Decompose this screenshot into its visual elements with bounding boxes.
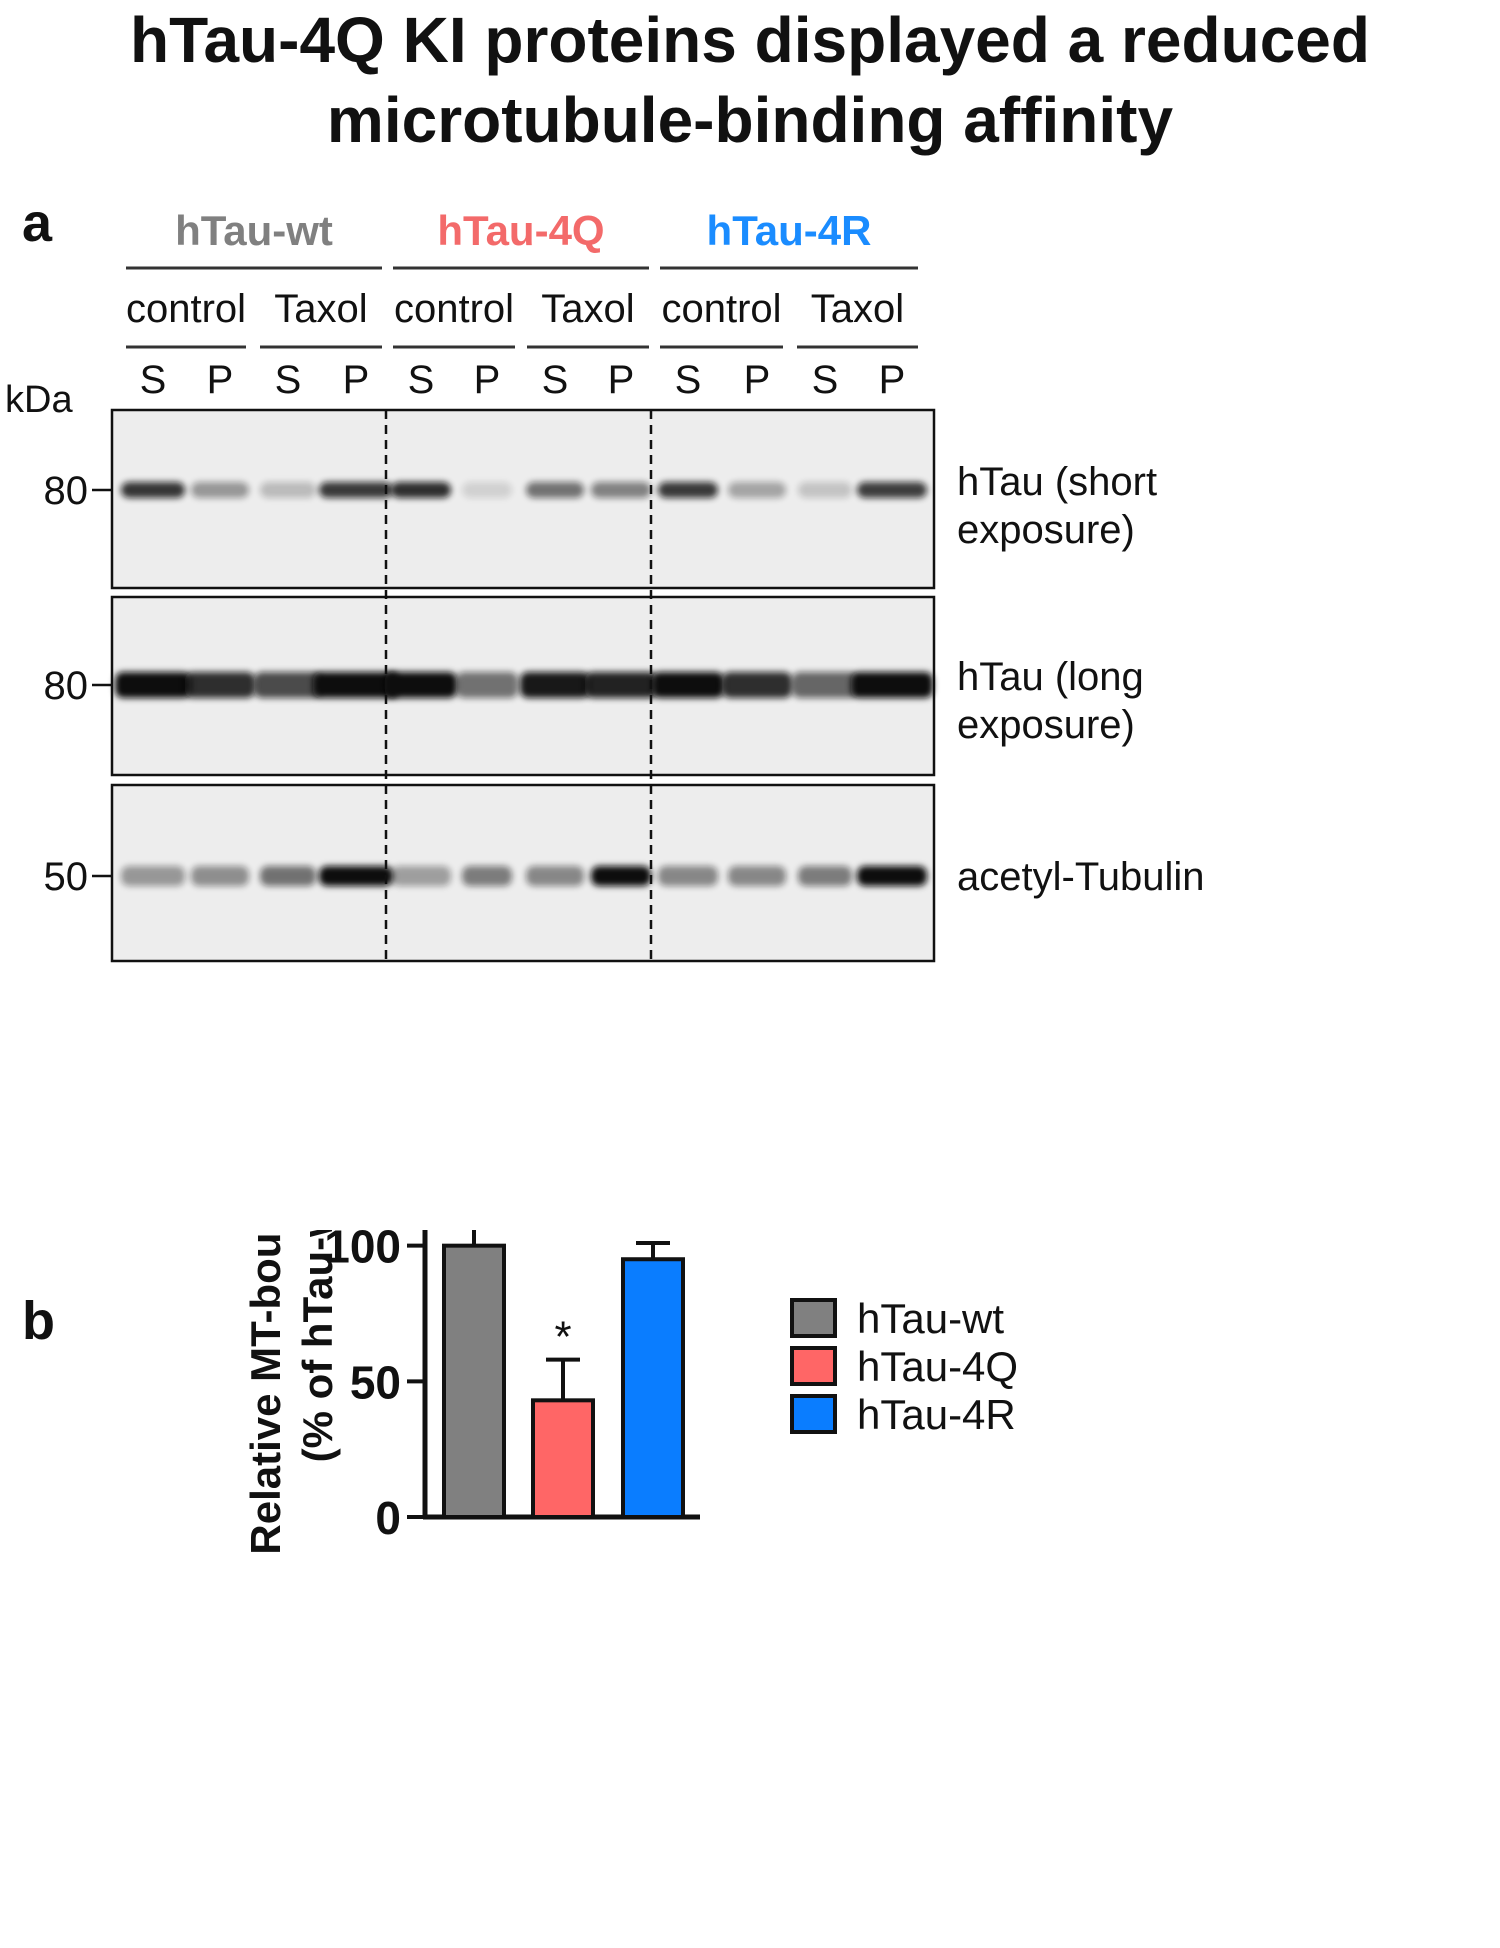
blot-band [462,482,512,498]
bar-chart: 050100150Relative MT-bound hTau(% of hTa… [242,1230,1018,1555]
blot-band [591,866,651,886]
molecular-weight-marker: 50 [44,855,89,899]
legend-label: hTau-4Q [857,1343,1018,1390]
blot-band [391,866,451,886]
blot-label-line2: exposure) [957,703,1135,747]
blot-band [115,672,191,698]
group-label-hTau-4Q: hTau-4Q [437,207,604,254]
blot-band [792,672,858,698]
blot-band [658,866,718,886]
blot-band [722,672,792,698]
panel-b-letter: b [22,1291,55,1351]
blot-band [520,672,590,698]
fraction-label: S [542,358,569,402]
fraction-label: P [207,358,234,402]
blot-label-line1: hTau (short [957,460,1157,504]
blot-band [728,866,786,886]
fraction-label: P [608,358,635,402]
legend-swatch [790,1298,837,1338]
y-tick-label: 100 [324,1230,401,1273]
fraction-label: S [140,358,167,402]
condition-label: control [394,287,514,331]
blot-label: acetyl-Tubulin [957,855,1205,899]
blot-label-line1: hTau (long [957,655,1144,699]
fraction-label: P [879,358,906,402]
y-axis-label-line1: Relative MT-bound hTau [242,1230,289,1555]
legend-swatch [790,1346,837,1386]
bar-hTau-4Q [531,1398,595,1519]
blot-band [591,482,651,498]
fraction-label: S [275,358,302,402]
y-axis-label-line2: (% of hTau-wt ) [294,1230,341,1462]
bar-hTau-wt [442,1243,506,1520]
blot-band [260,866,316,886]
bar-hTau-4R [621,1257,685,1519]
blot-band [385,672,457,698]
blot-band [319,482,393,498]
condition-label: control [661,287,781,331]
y-tick-label: 0 [375,1492,401,1544]
fraction-label: P [474,358,501,402]
fraction-label: P [744,358,771,402]
fraction-label: P [343,358,370,402]
figure-title-line2: microtubule-binding affinity [326,84,1174,156]
blot-band [658,482,718,498]
blot-band [652,672,724,698]
condition-label: control [126,287,246,331]
blot-band [319,866,393,886]
blot-band [798,866,852,886]
kda-label: kDa [5,379,73,421]
blot-band [121,866,185,886]
blot-band [798,482,852,498]
legend-label: hTau-4R [857,1391,1016,1438]
blot-membrane [110,783,936,963]
western-blot-panel: hTau-wt hTau-4Q hTau-4R control Taxol control… [5,207,1205,963]
group-label-hTau-wt: hTau-wt [175,207,333,254]
fraction-label: S [675,358,702,402]
blot-band [254,672,322,698]
blot-band [121,482,185,498]
blot-band [526,866,584,886]
blot-membrane [110,408,936,590]
blot-band [857,482,927,498]
condition-label: Taxol [274,287,367,331]
blot-band [191,482,249,498]
blot-band [585,672,657,698]
legend-label: hTau-wt [857,1295,1004,1342]
blot-band [857,866,927,886]
blot-band [462,866,512,886]
fraction-label: S [812,358,839,402]
condition-label: Taxol [541,287,634,331]
blot-band [526,482,584,498]
blot-band [728,482,786,498]
significance-mark: * [554,1313,571,1362]
figure-title-line1: hTau-4Q KI proteins displayed a reduced [130,4,1370,76]
panel-a-letter: a [22,193,53,253]
legend-swatch [790,1394,837,1434]
blot-band [191,866,249,886]
blot-band [391,482,451,498]
blot-band [313,672,399,698]
blot-band [456,672,518,698]
molecular-weight-marker: 80 [44,664,89,708]
blot-band [185,672,255,698]
y-axis-label: Relative MT-bound hTau (% of hTau-wt ) [242,1230,341,1555]
blot-band [260,482,316,498]
y-tick-label: 50 [350,1356,401,1408]
blot-band [851,672,933,698]
condition-label: Taxol [811,287,904,331]
figure-title: hTau-4Q KI proteins displayed a reduced … [0,0,1500,160]
molecular-weight-marker: 80 [44,469,89,513]
blot-label-line2: exposure) [957,508,1135,552]
fraction-label: S [408,358,435,402]
group-label-hTau-4R: hTau-4R [707,207,872,254]
